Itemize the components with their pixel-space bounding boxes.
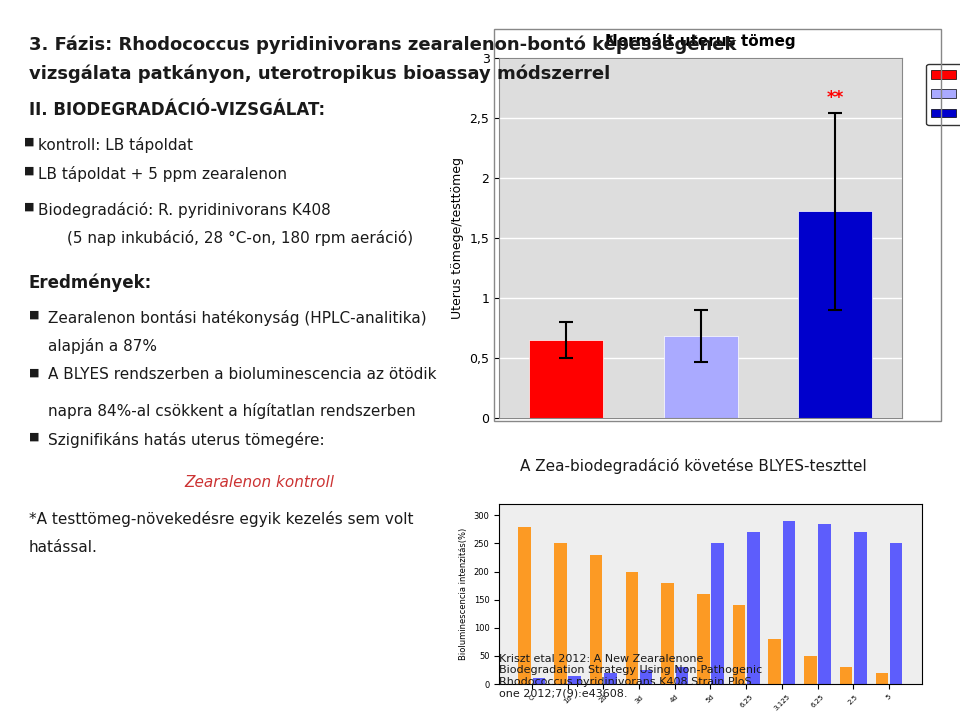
Bar [626,572,638,684]
Bar [768,639,780,684]
Text: alapján a 87%: alapján a 87% [48,338,157,354]
Bar [697,594,709,684]
Bar [819,523,831,684]
Bar [711,544,724,684]
Text: (5 nap inkubáció, 28 °C-on, 180 rpm aeráció): (5 nap inkubáció, 28 °C-on, 180 rpm aerá… [67,230,414,246]
Text: ■: ■ [29,432,39,442]
Title: Normált uterus tömeg: Normált uterus tömeg [606,34,796,50]
Bar [890,544,902,684]
Y-axis label: Uterus tömege/testtömeg: Uterus tömege/testtömeg [451,157,464,318]
Text: ■: ■ [24,166,35,176]
Text: ■: ■ [29,367,39,377]
Text: **: ** [827,89,844,107]
Bar [530,340,604,418]
Bar [568,675,581,684]
Y-axis label: Bioluminescencia intenzitás(%): Bioluminescencia intenzitás(%) [459,528,468,660]
Bar [732,606,745,684]
Bar [876,672,888,684]
Text: ■: ■ [24,137,35,147]
Bar [554,544,566,684]
Text: 3. Fázis: Rhodococcus pyridinivorans zearalenon-bontó képességének: 3. Fázis: Rhodococcus pyridinivorans zea… [29,36,736,55]
Bar [518,526,531,684]
Text: Eredmények:: Eredmények: [29,274,152,292]
Bar [747,532,759,684]
Bar [799,211,873,418]
Text: vizsgálata patkányon, uterotropikus bioassay módszerrel: vizsgálata patkányon, uterotropikus bioa… [29,65,610,84]
Bar [664,336,737,418]
Text: Biodegradáció: R. pyridinivorans K408: Biodegradáció: R. pyridinivorans K408 [38,202,331,217]
Bar [640,670,653,684]
Bar [676,667,688,684]
Text: II. BIODEGRADÁCIÓ-VIZSGÁLAT:: II. BIODEGRADÁCIÓ-VIZSGÁLAT: [29,101,324,119]
Text: A BLYES rendszerben a bioluminescencia az ötödik: A BLYES rendszerben a bioluminescencia a… [48,367,437,382]
Bar [782,521,795,684]
Text: *A testtömeg-növekedésre egyik kezelés sem volt: *A testtömeg-növekedésre egyik kezelés s… [29,511,414,527]
Bar [840,667,852,684]
Text: hatással.: hatással. [29,540,98,555]
Legend: CON, Bontott ZON, ZON: CON, Bontott ZON, ZON [926,64,960,125]
Text: Zearalenon bontási hatékonyság (HPLC-analitika): Zearalenon bontási hatékonyság (HPLC-ana… [48,310,426,325]
Bar [604,672,616,684]
Bar [661,582,674,684]
Text: napra 84%-al csökkent a hígítatlan rendszerben: napra 84%-al csökkent a hígítatlan rends… [48,403,416,419]
Text: A Zea-biodegradáció követése BLYES-teszttel: A Zea-biodegradáció követése BLYES-teszt… [520,458,867,474]
Text: kontroll: LB tápoldat: kontroll: LB tápoldat [38,137,193,153]
Text: ■: ■ [24,202,35,212]
Text: Zearalenon kontroll: Zearalenon kontroll [184,475,334,490]
Bar [854,532,867,684]
Bar [533,678,545,684]
Bar [804,656,817,684]
Text: LB tápoldat + 5 ppm zearalenon: LB tápoldat + 5 ppm zearalenon [38,166,287,181]
Text: Kriszt etal 2012: A New Zearalenone
Biodegradation Strategy Using Non-Pathogenic: Kriszt etal 2012: A New Zearalenone Biod… [499,654,762,698]
Bar [589,554,602,684]
Text: ■: ■ [29,310,39,320]
Text: Szignifikáns hatás uterus tömegére:: Szignifikáns hatás uterus tömegére: [48,432,324,448]
